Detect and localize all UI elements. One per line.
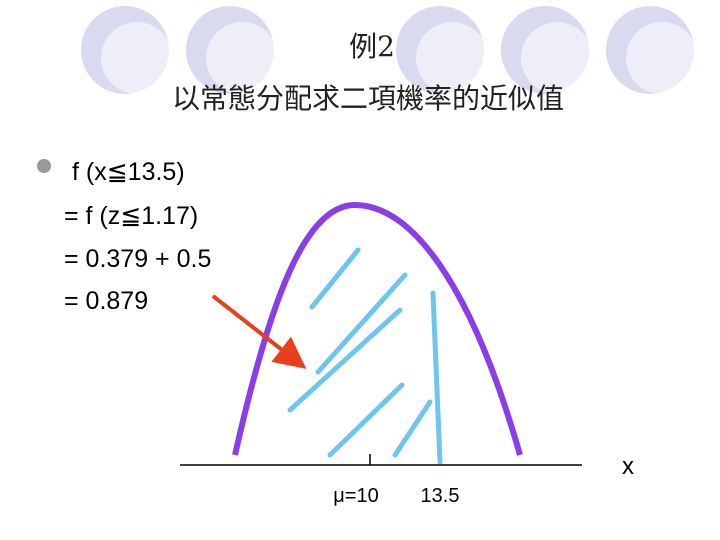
bullet-line: = f (z≦1.17) — [64, 202, 198, 230]
title-line-1: 例2 — [349, 30, 395, 63]
bullet-line: = 0.379 + 0.5 — [64, 245, 211, 273]
bullet-line: = 0.879 — [64, 287, 148, 315]
bullet-line: f (x≦13.5) — [72, 158, 185, 186]
decor-circles — [81, 6, 698, 94]
mean-label: μ=10 — [333, 485, 378, 507]
hatch-lines — [287, 247, 443, 465]
bullet-marker — [37, 159, 51, 173]
point-label: 13.5 — [421, 485, 460, 507]
arrow — [211, 294, 307, 369]
title-line-2: 以常態分配求二項機率的近似值 — [172, 82, 564, 115]
axis-label: x — [622, 453, 634, 480]
normal-curve — [232, 201, 523, 456]
